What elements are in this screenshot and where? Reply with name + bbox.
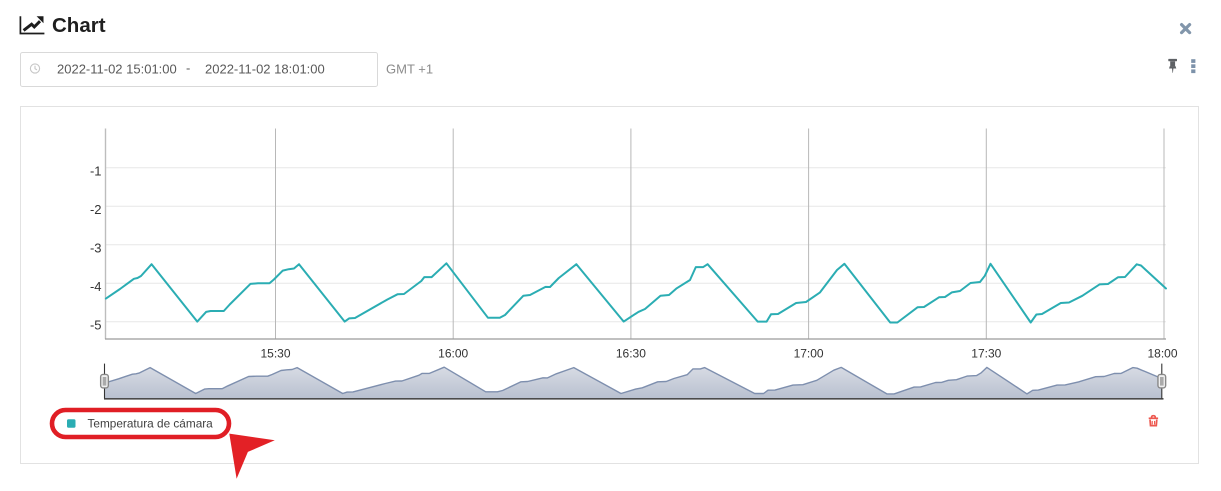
svg-text:Temperatura de cámara: Temperatura de cámara: [88, 416, 214, 430]
svg-text:-3: -3: [90, 240, 102, 255]
svg-text:16:30: 16:30: [616, 347, 646, 361]
svg-text:Chart: Chart: [52, 14, 106, 37]
svg-text:17:30: 17:30: [971, 347, 1001, 361]
svg-text:-1: -1: [90, 163, 102, 178]
svg-text:-: -: [186, 61, 190, 76]
svg-text:-5: -5: [90, 317, 102, 332]
svg-text:17:00: 17:00: [794, 347, 824, 361]
svg-text:2022-11-02 18:01:00: 2022-11-02 18:01:00: [205, 62, 325, 77]
svg-text:-2: -2: [90, 202, 102, 217]
svg-text:GMT +1: GMT +1: [386, 62, 433, 77]
svg-text:18:00: 18:00: [1147, 347, 1177, 361]
svg-text:15:30: 15:30: [260, 347, 290, 361]
svg-text:-4: -4: [90, 279, 102, 294]
svg-text:2022-11-02 15:01:00: 2022-11-02 15:01:00: [57, 62, 177, 77]
svg-text:16:00: 16:00: [438, 347, 468, 361]
